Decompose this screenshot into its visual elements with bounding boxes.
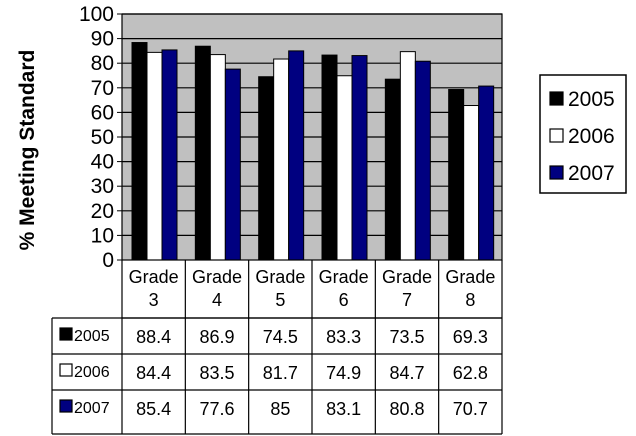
table-cell-value: 73.5: [389, 327, 424, 347]
table-cell-value: 74.5: [263, 327, 298, 347]
x-category-label: Grade: [255, 267, 305, 287]
bar: [209, 54, 226, 261]
legend-label: 2006: [568, 125, 615, 148]
y-tick-label: 30: [91, 175, 114, 198]
bar: [448, 89, 465, 261]
table-cell-value: 69.3: [453, 327, 488, 347]
x-category-label: Grade: [192, 267, 242, 287]
x-category-label: 7: [402, 290, 412, 310]
x-category-label: 8: [465, 290, 475, 310]
y-tick-label: 50: [91, 126, 114, 149]
x-category-label: Grade: [445, 267, 495, 287]
table-cell-value: 85: [270, 399, 290, 419]
bar: [399, 51, 416, 261]
table-series-swatch: [59, 327, 73, 341]
x-category-label: 5: [275, 290, 285, 310]
table-cell-value: 83.5: [199, 363, 234, 383]
y-tick-label: 20: [91, 200, 114, 223]
table-cell-value: 83.3: [326, 327, 361, 347]
x-category-label: Grade: [319, 267, 369, 287]
table-cell-value: 77.6: [199, 399, 234, 419]
table-cell-value: 83.1: [326, 399, 361, 419]
y-tick-label: 60: [91, 101, 114, 124]
y-tick-label: 100: [79, 3, 114, 26]
x-category-label: 6: [339, 290, 349, 310]
bar: [463, 105, 480, 261]
y-tick-label: 70: [91, 77, 114, 100]
table-series-label: 2007: [74, 400, 110, 417]
table-cell-value: 84.4: [136, 363, 171, 383]
table-cell-value: 70.7: [453, 399, 488, 419]
legend-swatch: [549, 91, 564, 106]
bar: [336, 75, 353, 261]
x-category-label: 4: [212, 290, 222, 310]
y-tick-label: 10: [91, 224, 114, 247]
bar: [131, 42, 148, 261]
y-tick-label: 80: [91, 52, 114, 75]
bar: [194, 45, 211, 261]
bar: [146, 51, 163, 261]
table-cell-value: 86.9: [199, 327, 234, 347]
table-cell-value: 80.8: [389, 399, 424, 419]
table-cell-value: 62.8: [453, 363, 488, 383]
legend-label: 2005: [568, 88, 615, 111]
x-category-label: Grade: [382, 267, 432, 287]
table-cell-value: 84.7: [389, 363, 424, 383]
y-tick-label: 40: [91, 151, 114, 174]
bar: [478, 85, 495, 261]
x-category-label: Grade: [129, 267, 179, 287]
table-cell-value: 81.7: [263, 363, 298, 383]
legend-label: 2007: [568, 162, 615, 185]
table-series-swatch: [59, 399, 73, 413]
bar: [224, 68, 241, 261]
bar: [288, 50, 305, 261]
bar: [321, 54, 338, 261]
y-tick-label: 0: [102, 249, 114, 272]
table-cell-value: 88.4: [136, 327, 171, 347]
legend-swatch: [549, 165, 564, 180]
table-series-swatch: [59, 363, 73, 377]
bar: [351, 55, 368, 261]
bar: [273, 58, 290, 261]
bar: [384, 78, 401, 261]
table-series-label: 2005: [74, 328, 110, 345]
table-cell-value: 74.9: [326, 363, 361, 383]
y-tick-label: 90: [91, 28, 114, 51]
bar: [258, 76, 275, 261]
legend-swatch: [549, 128, 564, 143]
table-cell-value: 85.4: [136, 399, 171, 419]
table-series-label: 2006: [74, 364, 110, 381]
bar: [414, 60, 431, 261]
x-category-label: 3: [149, 290, 159, 310]
bar: [161, 49, 178, 261]
y-axis-label: % Meeting Standard: [16, 50, 39, 251]
